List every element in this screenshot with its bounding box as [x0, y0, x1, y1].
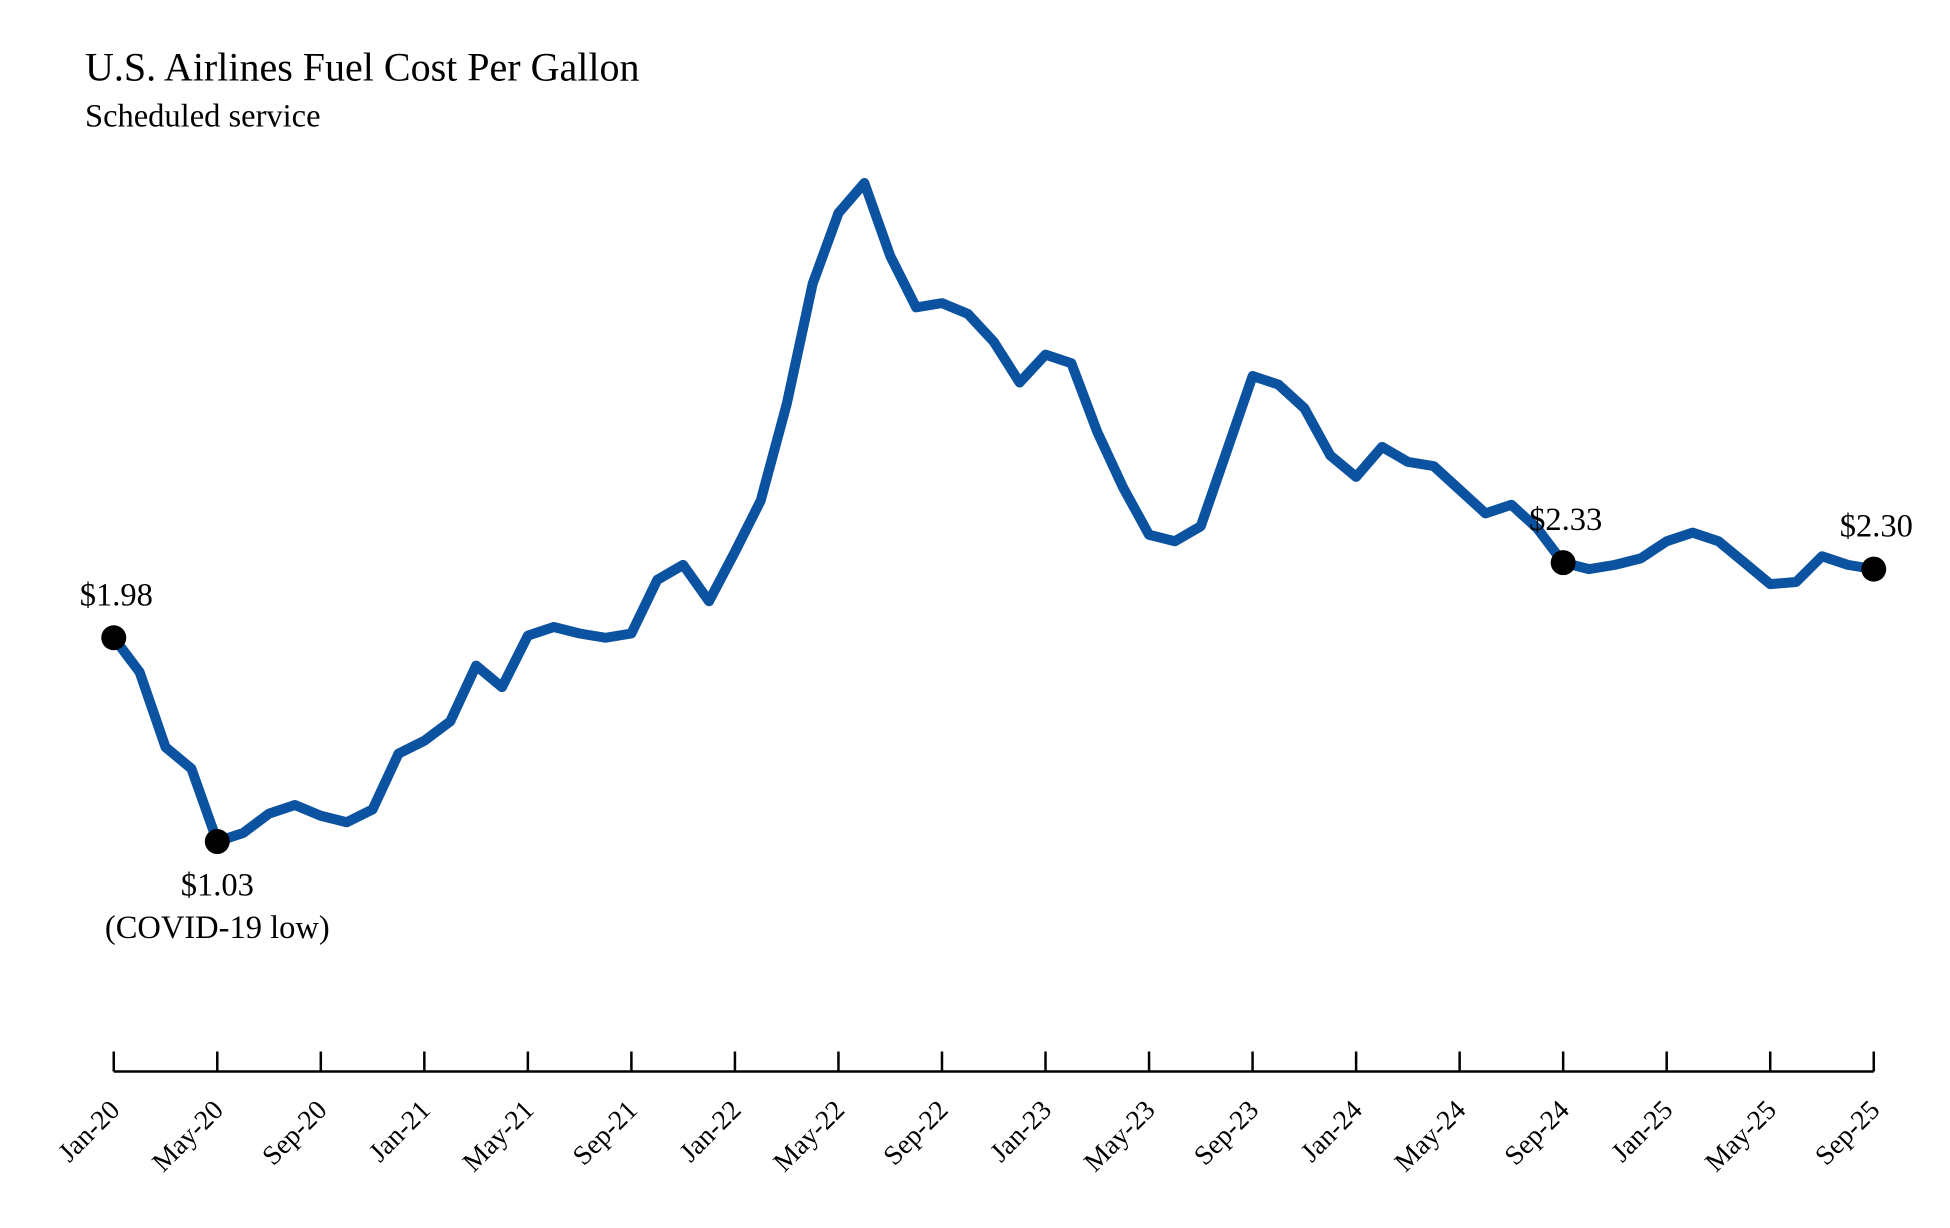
x-tick-label: May-24: [1388, 1094, 1472, 1178]
x-tick-label: Sep-24: [1498, 1094, 1575, 1171]
annotation-label: $1.98: [80, 577, 153, 613]
annotation-label: $1.03: [181, 867, 254, 903]
x-tick-label: May-22: [767, 1094, 850, 1177]
chart-subtitle: Scheduled service: [85, 99, 321, 135]
x-tick-label: Jan-20: [52, 1094, 126, 1168]
highlight-marker: [101, 625, 127, 651]
highlight-marker: [204, 829, 230, 855]
x-tick-label: May-20: [146, 1094, 229, 1177]
x-tick-label: May-25: [1698, 1094, 1781, 1177]
annotation-label: $2.30: [1840, 509, 1913, 545]
x-tick-label: Jan-22: [673, 1094, 747, 1168]
x-tick-label: Jan-23: [983, 1094, 1057, 1168]
x-tick-label: May-23: [1077, 1094, 1160, 1177]
annotations: $1.98 $1.03 (COVID-19 low) $2.33 $2.30: [80, 502, 1913, 946]
x-tick-label: May-21: [456, 1094, 539, 1177]
x-tick-label: Sep-21: [566, 1094, 643, 1171]
fuel-cost-line: [108, 177, 1879, 847]
highlight-marker: [1550, 550, 1576, 576]
highlight-marker: [1861, 556, 1887, 582]
annotation-sublabel: (COVID-19 low): [105, 910, 330, 946]
x-tick-label: Jan-24: [1294, 1094, 1368, 1168]
annotation-label: $2.33: [1529, 502, 1602, 538]
series-line-group: [108, 177, 1879, 847]
x-axis: Jan-20 May-20 Sep-20 Jan-21 May-21 Sep-21 Jan-…: [52, 1051, 1885, 1178]
chart-title: U.S. Airlines Fuel Cost Per Gallon: [85, 44, 639, 89]
x-tick-label: Sep-23: [1187, 1094, 1264, 1171]
x-tick-label: Jan-21: [362, 1094, 436, 1168]
x-tick-label: Sep-20: [256, 1094, 333, 1171]
x-tick-label: Sep-25: [1808, 1094, 1885, 1171]
x-tick-label: Sep-22: [877, 1094, 954, 1171]
x-tick-label: Jan-25: [1605, 1094, 1679, 1168]
